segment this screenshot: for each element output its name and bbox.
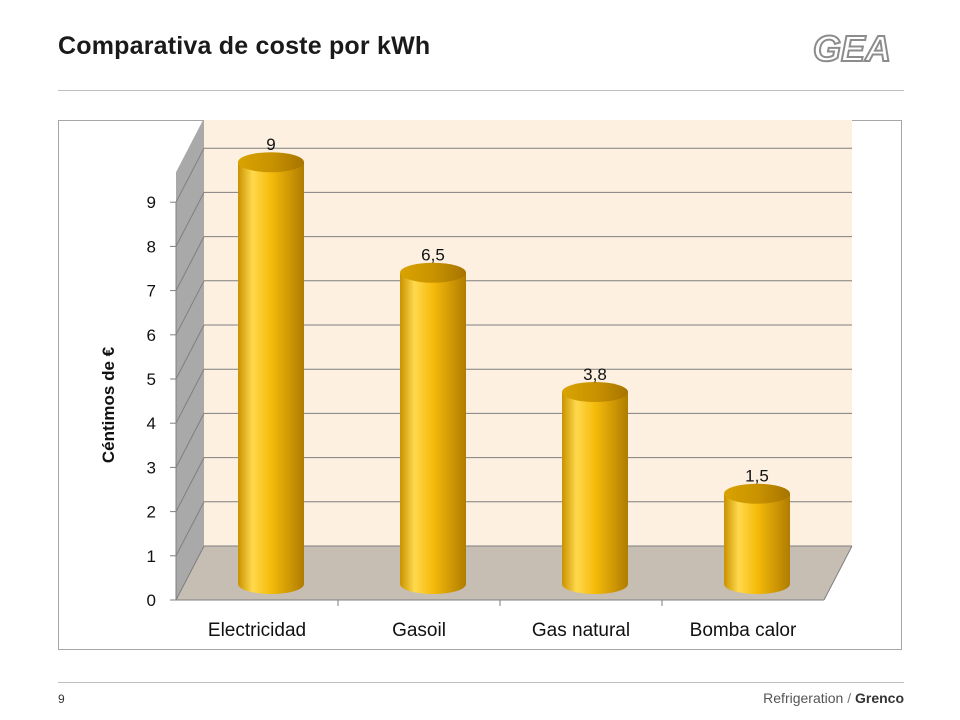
gridline-side xyxy=(175,236,205,291)
bar-top xyxy=(400,262,466,283)
footer-brand: Grenco xyxy=(854,690,904,706)
gridline-side xyxy=(175,324,205,380)
bar xyxy=(400,262,466,594)
y-tick-label: 4 xyxy=(147,414,156,433)
gridline-side xyxy=(175,147,205,203)
bar-body xyxy=(400,272,466,594)
x-tick-label: Electricidad xyxy=(208,620,306,641)
bar-body xyxy=(562,392,628,594)
gridline-side xyxy=(175,192,205,247)
bar-top xyxy=(724,483,790,504)
gridline-side xyxy=(175,457,205,512)
bar xyxy=(238,152,304,594)
gridline-side xyxy=(175,545,205,601)
gea-logo-icon: GEA xyxy=(812,28,892,68)
x-axis-depth xyxy=(823,545,853,601)
data-label: 3,8 xyxy=(583,365,607,384)
data-label: 6,5 xyxy=(421,246,445,265)
bottom-divider xyxy=(58,682,904,683)
footer-section: Refrigeration xyxy=(763,690,844,706)
bar-body xyxy=(724,493,790,594)
y-tick-label: 6 xyxy=(147,326,156,345)
gridline-side xyxy=(175,413,205,468)
side-wall xyxy=(176,120,204,600)
y-tick-label: 0 xyxy=(147,591,156,610)
data-label: 9 xyxy=(266,135,275,154)
logo-text: GEA xyxy=(813,28,891,68)
top-divider xyxy=(58,90,904,91)
back-wall xyxy=(204,120,852,546)
bar-top xyxy=(238,152,304,173)
footer-separator: / xyxy=(847,690,852,706)
footer: Refrigeration / Grenco xyxy=(763,690,904,706)
y-tick-label: 3 xyxy=(147,458,156,477)
bar xyxy=(562,382,628,594)
y-tick-label: 9 xyxy=(147,193,156,212)
y-tick-label: 8 xyxy=(147,237,156,256)
x-tick-label: Gas natural xyxy=(532,620,630,641)
y-tick-label: 1 xyxy=(147,547,156,566)
gridline-side xyxy=(175,368,205,424)
page-title: Comparativa de coste por kWh xyxy=(58,32,431,60)
y-tick-label: 5 xyxy=(147,370,156,389)
page-number: 9 xyxy=(58,692,65,706)
bar xyxy=(724,483,790,594)
gridline-side xyxy=(175,501,205,557)
gridline-side xyxy=(175,280,205,336)
bar-top xyxy=(562,382,628,403)
floor xyxy=(176,546,852,600)
bar-body xyxy=(238,162,304,594)
x-tick-label: Bomba calor xyxy=(690,620,797,641)
y-tick-label: 7 xyxy=(147,282,156,301)
x-tick-label: Gasoil xyxy=(392,620,446,641)
data-label: 1,5 xyxy=(745,467,769,486)
bar-chart: 0 1 2 3 4 5 6 7 8 9 Electricidad Gasoil Gas natural… xyxy=(99,120,853,641)
y-axis-label: Céntimos de € xyxy=(99,346,118,463)
y-tick-label: 2 xyxy=(147,503,156,522)
